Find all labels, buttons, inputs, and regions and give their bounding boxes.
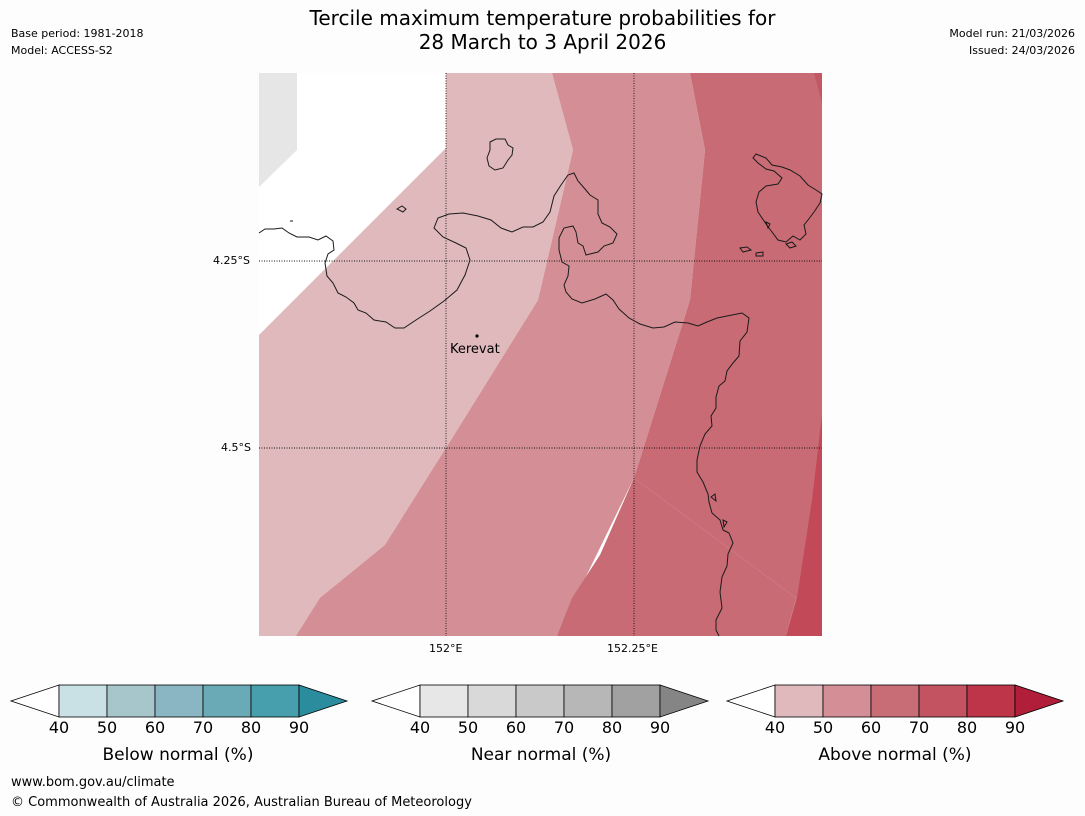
colorbar-tick-label: 80 bbox=[956, 718, 978, 737]
colorbar-tick-label: 60 bbox=[860, 718, 882, 737]
colorbar-tick-label: 50 bbox=[812, 718, 834, 737]
colorbar-segment bbox=[202, 684, 252, 718]
above-50-60-region bbox=[296, 73, 705, 636]
colorbar-segment bbox=[58, 684, 108, 718]
gazelle-peninsula-coast bbox=[258, 172, 750, 637]
colorbar-tick-label: 40 bbox=[764, 718, 786, 737]
colorbar-arrow-high bbox=[659, 684, 710, 718]
colorbar-tick-label: 40 bbox=[409, 718, 431, 737]
islet-east-1 bbox=[739, 246, 753, 253]
above-60-70-region-lower bbox=[557, 478, 796, 636]
colorbar-tick-label: 60 bbox=[144, 718, 166, 737]
colorbar-arrow-low bbox=[370, 684, 421, 718]
colorbar-arrow-low bbox=[725, 684, 776, 718]
above-40-50-region bbox=[259, 73, 573, 636]
islet-east-3 bbox=[785, 241, 797, 249]
colorbar-tick-label: 80 bbox=[601, 718, 623, 737]
colorbar-tick-label: 60 bbox=[505, 718, 527, 737]
near-normal-40-50-region bbox=[259, 73, 297, 187]
colorbar-below-normal bbox=[9, 684, 349, 718]
colorbar-segment bbox=[774, 684, 824, 718]
islet-east-6 bbox=[722, 519, 728, 529]
colorbar-segment bbox=[966, 684, 1016, 718]
lat-label-2: 4.5°S bbox=[221, 441, 251, 454]
colorbar-segment bbox=[611, 684, 661, 718]
colorbar-tick-label: 40 bbox=[48, 718, 70, 737]
colorbar-above-normal bbox=[725, 684, 1065, 718]
colorbar-near-normal bbox=[370, 684, 710, 718]
island-north bbox=[486, 138, 514, 171]
islet-east-4 bbox=[765, 221, 771, 230]
title-line-2: 28 March to 3 April 2026 bbox=[418, 30, 667, 54]
issued-date: Issued: 24/03/2026 bbox=[968, 44, 1075, 57]
legend-label-above: Above normal (%) bbox=[818, 745, 972, 765]
map-title: Tercile maximum temperature probabilitie… bbox=[0, 6, 1085, 54]
place-label-kerevat: Kerevat bbox=[450, 342, 500, 357]
footer-copyright: © Commonwealth of Australia 2026, Austra… bbox=[11, 795, 472, 810]
colorbar-arrow-high bbox=[298, 684, 349, 718]
coastline bbox=[258, 138, 823, 637]
colorbar-tick-label: 90 bbox=[1004, 718, 1026, 737]
islet-east-2 bbox=[755, 251, 764, 257]
lon-label-2: 152.25°E bbox=[607, 642, 658, 655]
colorbar-segment bbox=[419, 684, 469, 718]
colorbar-tick-label: 50 bbox=[457, 718, 479, 737]
colorbar-segment bbox=[870, 684, 920, 718]
legend-label-near: Near normal (%) bbox=[470, 745, 612, 765]
title-line-1: Tercile maximum temperature probabilitie… bbox=[309, 6, 776, 30]
colorbar-tick-label: 70 bbox=[908, 718, 930, 737]
lat-label-1: 4.25°S bbox=[213, 254, 250, 267]
colorbar-arrow-high bbox=[1014, 684, 1065, 718]
colorbar-segment bbox=[563, 684, 613, 718]
colorbar-tick-label: 70 bbox=[553, 718, 575, 737]
footer-url: www.bom.gov.au/climate bbox=[11, 775, 175, 790]
kerevat-marker bbox=[475, 334, 479, 338]
colorbar-segment bbox=[467, 684, 517, 718]
colorbar-segment bbox=[250, 684, 300, 718]
colorbar-segment bbox=[918, 684, 968, 718]
colorbar-tick-label: 70 bbox=[192, 718, 214, 737]
map-area bbox=[258, 73, 823, 637]
model-run: Model run: 21/03/2026 bbox=[949, 27, 1075, 40]
colorbar-tick-label: 90 bbox=[288, 718, 310, 737]
duke-of-york-islands bbox=[752, 153, 823, 243]
colorbar-tick-label: 90 bbox=[649, 718, 671, 737]
meta-left: Base period: 1981-2018 Model: ACCESS-S2 bbox=[11, 25, 143, 59]
islet-small bbox=[395, 205, 407, 213]
colorbar-segment bbox=[106, 684, 156, 718]
above-60-70-region bbox=[634, 73, 822, 636]
colorbar-arrow-low bbox=[9, 684, 60, 718]
above-70-80-region-top bbox=[814, 73, 822, 103]
above-70-80-region-bottom bbox=[786, 415, 822, 636]
model-name: Model: ACCESS-S2 bbox=[11, 44, 113, 57]
colorbar-tick-label: 50 bbox=[96, 718, 118, 737]
colorbar-segment bbox=[822, 684, 872, 718]
islet-east-5 bbox=[710, 493, 717, 503]
colorbar-tick-label: 80 bbox=[240, 718, 262, 737]
lon-label-1: 152°E bbox=[429, 642, 463, 655]
colorbar-segment bbox=[515, 684, 565, 718]
meta-right: Model run: 21/03/2026 Issued: 24/03/2026 bbox=[949, 25, 1075, 59]
colorbar-segment bbox=[154, 684, 204, 718]
colorbars bbox=[9, 684, 1065, 718]
base-period: Base period: 1981-2018 bbox=[11, 27, 144, 40]
legend-label-below: Below normal (%) bbox=[102, 745, 254, 765]
